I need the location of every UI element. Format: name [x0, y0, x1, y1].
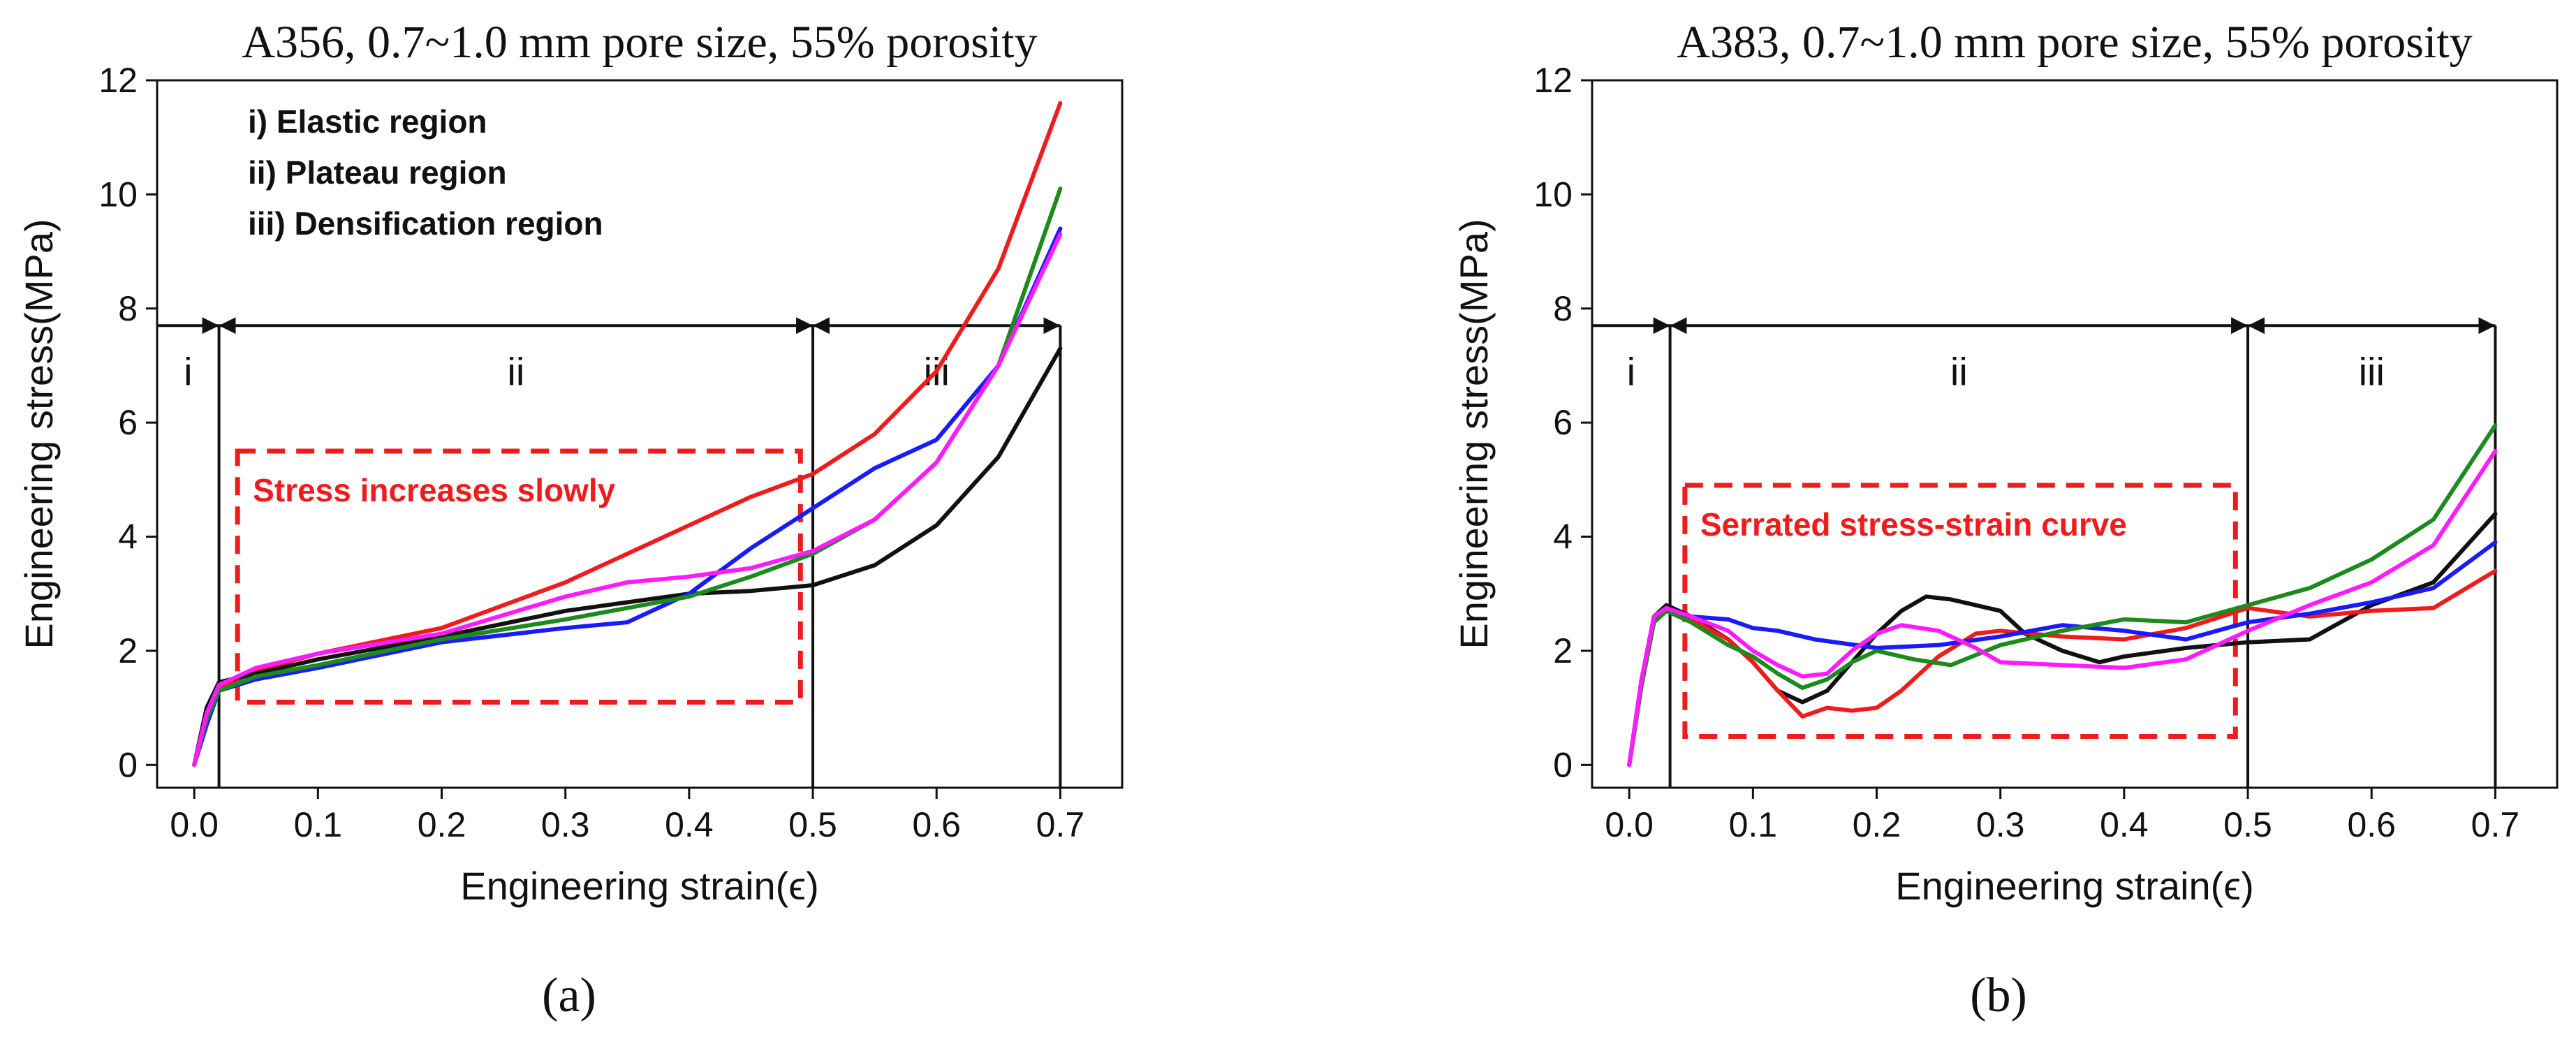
- y-tick-label: 8: [118, 289, 138, 328]
- x-tick-label: 0.6: [912, 805, 961, 844]
- series-line-green: [1627, 423, 2498, 767]
- plot-frame: [156, 79, 1124, 789]
- legend-item: i) Elastic region: [248, 103, 487, 140]
- region-label: i: [184, 350, 192, 394]
- y-tick-label: 0: [118, 745, 138, 784]
- y-tick-label: 6: [118, 403, 138, 442]
- x-tick-label: 0.7: [2471, 805, 2520, 844]
- x-tick-label: 0.0: [1605, 805, 1654, 844]
- annotation-label: Serrated stress-strain curve: [1700, 506, 2127, 543]
- x-tick-label: 0.7: [1036, 805, 1085, 844]
- x-tick-label: 0.1: [294, 805, 343, 844]
- chart-panel-a: A356, 0.7~1.0 mm pore size, 55% porosity…: [17, 17, 1124, 908]
- region-label: ii: [507, 350, 524, 394]
- series-line-red: [1627, 568, 2498, 767]
- y-tick-label: 2: [118, 631, 138, 670]
- y-tick-label: 4: [118, 517, 138, 557]
- y-tick-label: 12: [1533, 61, 1573, 100]
- y-tick-label: 4: [1553, 517, 1573, 557]
- y-tick-label: 0: [1553, 745, 1573, 784]
- y-tick-label: 10: [1533, 175, 1573, 214]
- annotation-box: [235, 448, 803, 705]
- x-tick-label: 0.6: [2347, 805, 2396, 844]
- x-tick-label: 0.1: [1729, 805, 1778, 844]
- series-line-black: [1627, 511, 2498, 767]
- series-line-red: [192, 101, 1063, 767]
- x-tick-label: 0.4: [2100, 805, 2149, 844]
- x-tick-label: 0.4: [665, 805, 714, 844]
- x-tick-label: 0.3: [1976, 805, 2025, 844]
- caption-b: (b): [1970, 969, 2027, 1022]
- chart-title: A356, 0.7~1.0 mm pore size, 55% porosity: [242, 17, 1037, 68]
- region-label: iii: [2359, 350, 2385, 394]
- x-tick-label: 0.0: [170, 805, 219, 844]
- x-tick-label: 0.5: [788, 805, 837, 844]
- x-tick-label: 0.3: [541, 805, 590, 844]
- chart-panel-b: A383, 0.7~1.0 mm pore size, 55% porosity…: [1452, 17, 2559, 908]
- caption-a: (a): [542, 969, 596, 1022]
- x-tick-label: 0.2: [1853, 805, 1901, 844]
- x-axis-label: Engineering strain(ϵ): [460, 864, 818, 908]
- y-tick-label: 6: [1553, 403, 1573, 442]
- series-line-magenta: [1627, 449, 2498, 767]
- region-label: ii: [1950, 350, 1968, 394]
- annotation-label: Stress increases slowly: [253, 472, 616, 508]
- x-tick-label: 0.5: [2223, 805, 2272, 844]
- y-tick-label: 8: [1553, 289, 1573, 328]
- region-label: i: [1627, 350, 1635, 394]
- y-axis-label: Engineering stress(MPa): [1452, 219, 1496, 649]
- legend-item: iii) Densification region: [248, 205, 603, 242]
- y-tick-label: 2: [1553, 631, 1573, 670]
- legend-item: ii) Plateau region: [248, 154, 507, 191]
- plot-frame: [1591, 79, 2559, 789]
- y-tick-label: 10: [98, 175, 138, 214]
- x-tick-label: 0.2: [418, 805, 466, 844]
- x-axis-label: Engineering strain(ϵ): [1895, 864, 2253, 908]
- y-tick-label: 12: [98, 61, 138, 100]
- y-axis-label: Engineering stress(MPa): [17, 219, 61, 649]
- series-line-magenta: [192, 232, 1063, 767]
- series-line-black: [192, 346, 1063, 767]
- chart-title: A383, 0.7~1.0 mm pore size, 55% porosity: [1677, 17, 2472, 68]
